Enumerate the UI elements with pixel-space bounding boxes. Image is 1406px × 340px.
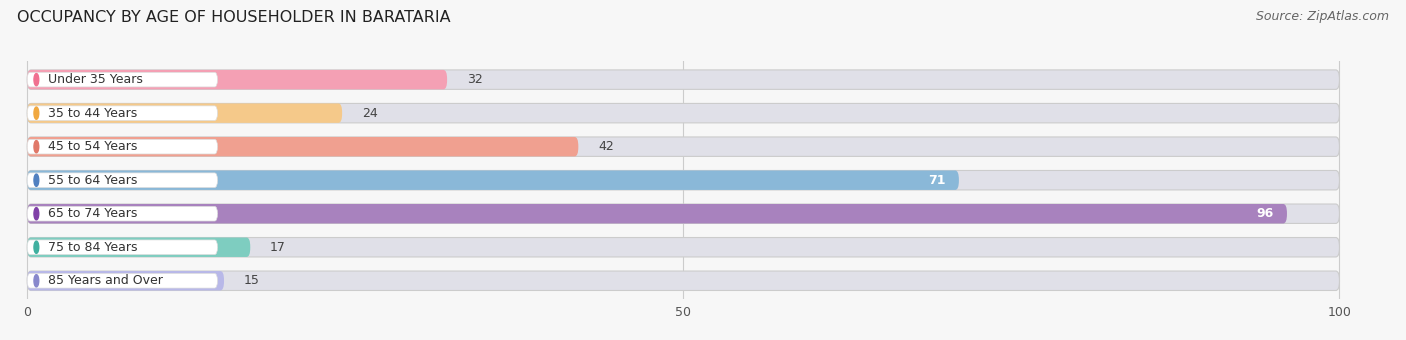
Text: Under 35 Years: Under 35 Years [48, 73, 143, 86]
Text: 96: 96 [1257, 207, 1274, 220]
Text: OCCUPANCY BY AGE OF HOUSEHOLDER IN BARATARIA: OCCUPANCY BY AGE OF HOUSEHOLDER IN BARAT… [17, 10, 450, 25]
Circle shape [34, 73, 39, 86]
FancyBboxPatch shape [27, 170, 959, 190]
Text: 65 to 74 Years: 65 to 74 Years [48, 207, 138, 220]
Text: 42: 42 [598, 140, 614, 153]
Circle shape [34, 241, 39, 253]
FancyBboxPatch shape [27, 206, 218, 221]
FancyBboxPatch shape [27, 103, 342, 123]
FancyBboxPatch shape [27, 204, 1340, 223]
Circle shape [34, 107, 39, 119]
Circle shape [34, 174, 39, 186]
FancyBboxPatch shape [27, 106, 218, 120]
FancyBboxPatch shape [27, 70, 447, 89]
Text: Source: ZipAtlas.com: Source: ZipAtlas.com [1256, 10, 1389, 23]
Circle shape [34, 208, 39, 220]
FancyBboxPatch shape [27, 271, 1340, 290]
Text: 71: 71 [928, 174, 946, 187]
Text: 17: 17 [270, 241, 285, 254]
FancyBboxPatch shape [27, 170, 1340, 190]
FancyBboxPatch shape [27, 173, 218, 187]
Text: 24: 24 [361, 107, 378, 120]
Text: 32: 32 [467, 73, 482, 86]
FancyBboxPatch shape [27, 103, 1340, 123]
FancyBboxPatch shape [27, 240, 218, 255]
FancyBboxPatch shape [27, 137, 578, 156]
Text: 55 to 64 Years: 55 to 64 Years [48, 174, 138, 187]
Text: 85 Years and Over: 85 Years and Over [48, 274, 163, 287]
Circle shape [34, 275, 39, 287]
Text: 35 to 44 Years: 35 to 44 Years [48, 107, 138, 120]
FancyBboxPatch shape [27, 271, 224, 290]
Text: 75 to 84 Years: 75 to 84 Years [48, 241, 138, 254]
FancyBboxPatch shape [27, 72, 218, 87]
FancyBboxPatch shape [27, 273, 218, 288]
FancyBboxPatch shape [27, 238, 1340, 257]
FancyBboxPatch shape [27, 204, 1286, 223]
FancyBboxPatch shape [27, 139, 218, 154]
FancyBboxPatch shape [27, 238, 250, 257]
FancyBboxPatch shape [27, 137, 1340, 156]
Text: 15: 15 [243, 274, 260, 287]
Circle shape [34, 140, 39, 153]
FancyBboxPatch shape [27, 70, 1340, 89]
Text: 45 to 54 Years: 45 to 54 Years [48, 140, 138, 153]
